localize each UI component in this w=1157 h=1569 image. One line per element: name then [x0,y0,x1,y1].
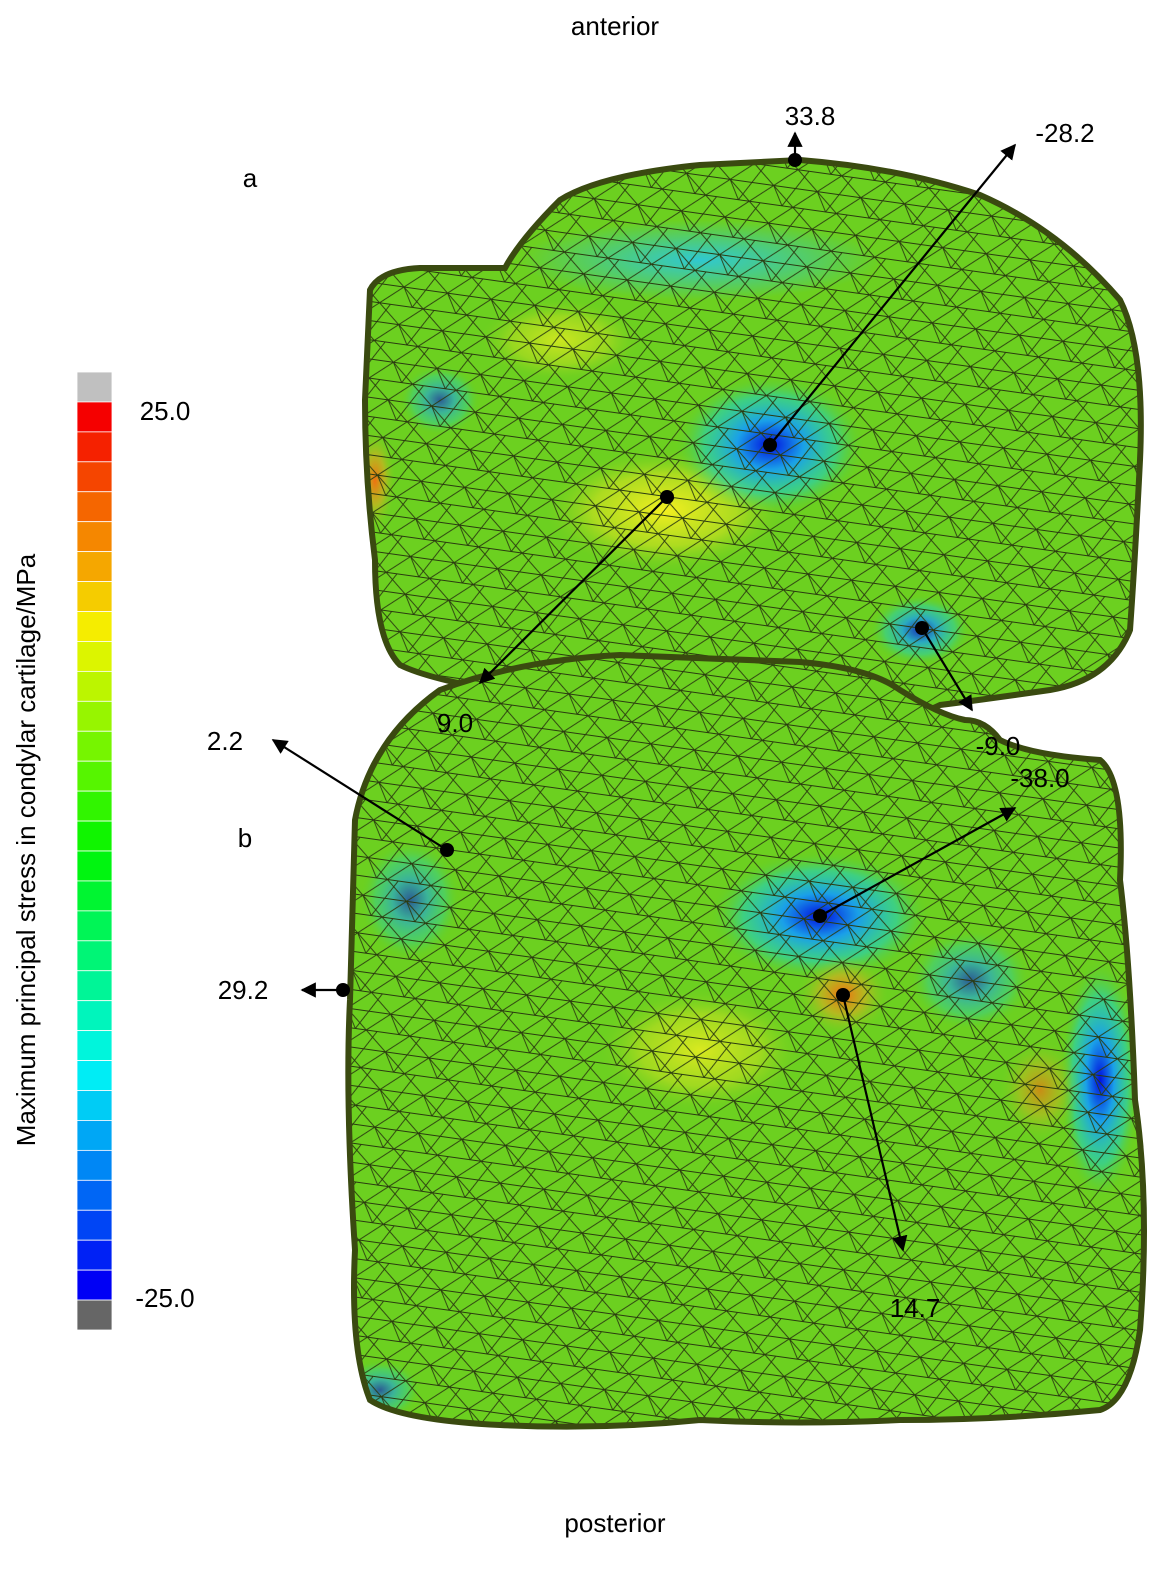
colorbar-swatch [77,1150,112,1180]
orientation-top: anterior [571,11,659,41]
annotation: -28.2 [1035,118,1094,148]
colorbar-swatch [77,1240,112,1270]
colorbar-swatch [77,462,112,492]
colorbar-swatch [77,1180,112,1210]
colorbar-swatch [77,791,112,821]
colorbar-label: Maximum principal stress in condylar car… [11,553,41,1146]
colorbar-swatch [77,821,112,851]
colorbar [77,372,112,1330]
annotation: -38.0 [1010,763,1069,793]
colorbar-swatch [77,971,112,1001]
colorbar-swatch [77,881,112,911]
colorbar-swatch [77,522,112,552]
colorbar-swatch [77,492,112,522]
colorbar-swatch [77,432,112,462]
colorbar-swatch [77,641,112,671]
colorbar-swatch [77,1091,112,1121]
colorbar-swatch [77,402,112,432]
colorbar-swatch [77,1001,112,1031]
colorbar-swatch [77,911,112,941]
colorbar-swatch [77,1210,112,1240]
colorbar-swatch [77,1300,112,1330]
annotation: 33.8 [785,101,836,131]
annotation: 29.2 [218,975,269,1005]
colorbar-max: 25.0 [140,396,191,426]
colorbar-swatch [77,372,112,402]
colorbar-swatch [77,612,112,642]
figure: anterior posterior a b Maximum principal… [0,0,1157,1564]
colorbar-swatch [77,1270,112,1300]
annotation: 2.2 [207,726,243,756]
colorbar-swatch [77,582,112,612]
orientation-bottom: posterior [564,1508,665,1538]
colorbar-swatch [77,1031,112,1061]
page: {"header": {"top": "anterior", "bottom":… [0,0,1157,1564]
mesh-b [340,640,1157,1440]
panel-label: b [238,823,252,853]
annotation: 9.0 [437,708,473,738]
colorbar-swatch [77,1061,112,1091]
colorbar-swatch [77,731,112,761]
mesh-a [340,150,1157,740]
colorbar-swatch [77,851,112,881]
colorbar-swatch [77,671,112,701]
colorbar-swatch [77,552,112,582]
colorbar-swatch [77,941,112,971]
colorbar-swatch [77,761,112,791]
panel-label: a [243,163,258,193]
colorbar-swatch [77,1120,112,1150]
colorbar-min: -25.0 [135,1283,194,1313]
annotation: -9.0 [976,731,1021,761]
annotation: 14.7 [890,1293,941,1323]
colorbar-swatch [77,701,112,731]
